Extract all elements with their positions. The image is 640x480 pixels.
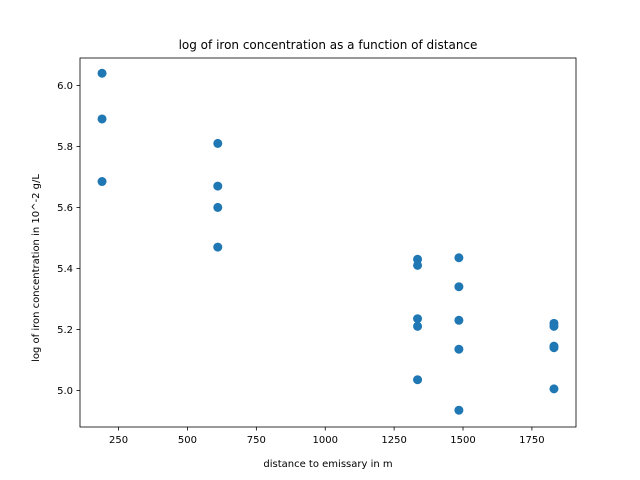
x-tick-label: 1750 bbox=[519, 435, 544, 446]
x-tick-label: 1250 bbox=[381, 435, 406, 446]
y-tick-label: 5.4 bbox=[57, 264, 73, 275]
data-point bbox=[97, 114, 107, 124]
data-point bbox=[413, 260, 423, 270]
axes-frame bbox=[79, 57, 577, 428]
data-point bbox=[413, 321, 423, 331]
y-tick-label: 5.0 bbox=[57, 386, 73, 397]
data-point bbox=[454, 282, 464, 292]
data-point bbox=[97, 177, 107, 187]
x-axis-label: distance to emissary in m bbox=[263, 459, 392, 470]
data-point bbox=[213, 181, 223, 191]
x-tick-label: 750 bbox=[247, 435, 266, 446]
data-point bbox=[413, 314, 423, 324]
chart-title: log of iron concentration as a function … bbox=[179, 38, 478, 52]
x-tick-label: 500 bbox=[178, 435, 197, 446]
data-points bbox=[97, 68, 559, 415]
data-point bbox=[97, 68, 107, 78]
data-point bbox=[454, 405, 464, 415]
data-point bbox=[549, 321, 559, 331]
x-tick-label: 250 bbox=[109, 435, 128, 446]
data-point bbox=[213, 242, 223, 252]
x-tick-label: 1000 bbox=[313, 435, 338, 446]
y-axis-label: log of iron concentration in 10^-2 g/L bbox=[31, 174, 42, 362]
data-point bbox=[454, 253, 464, 263]
y-tick-label: 6.0 bbox=[57, 81, 73, 92]
data-point bbox=[213, 138, 223, 148]
data-point bbox=[454, 315, 464, 325]
y-axis: 5.0 5.2 5.4 5.6 5.8 6.0 bbox=[57, 81, 80, 397]
data-point bbox=[413, 375, 423, 385]
data-point bbox=[454, 344, 464, 354]
y-tick-label: 5.2 bbox=[57, 325, 73, 336]
x-tick-label: 1500 bbox=[450, 435, 475, 446]
data-point bbox=[213, 202, 223, 212]
data-point bbox=[549, 343, 559, 353]
x-axis: 250 500 750 1000 1250 1500 1750 bbox=[109, 427, 545, 446]
data-point bbox=[549, 384, 559, 394]
y-tick-label: 5.6 bbox=[57, 203, 73, 214]
y-tick-label: 5.8 bbox=[57, 142, 73, 153]
